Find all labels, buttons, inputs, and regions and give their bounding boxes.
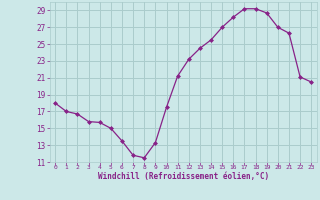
X-axis label: Windchill (Refroidissement éolien,°C): Windchill (Refroidissement éolien,°C) xyxy=(98,172,269,181)
